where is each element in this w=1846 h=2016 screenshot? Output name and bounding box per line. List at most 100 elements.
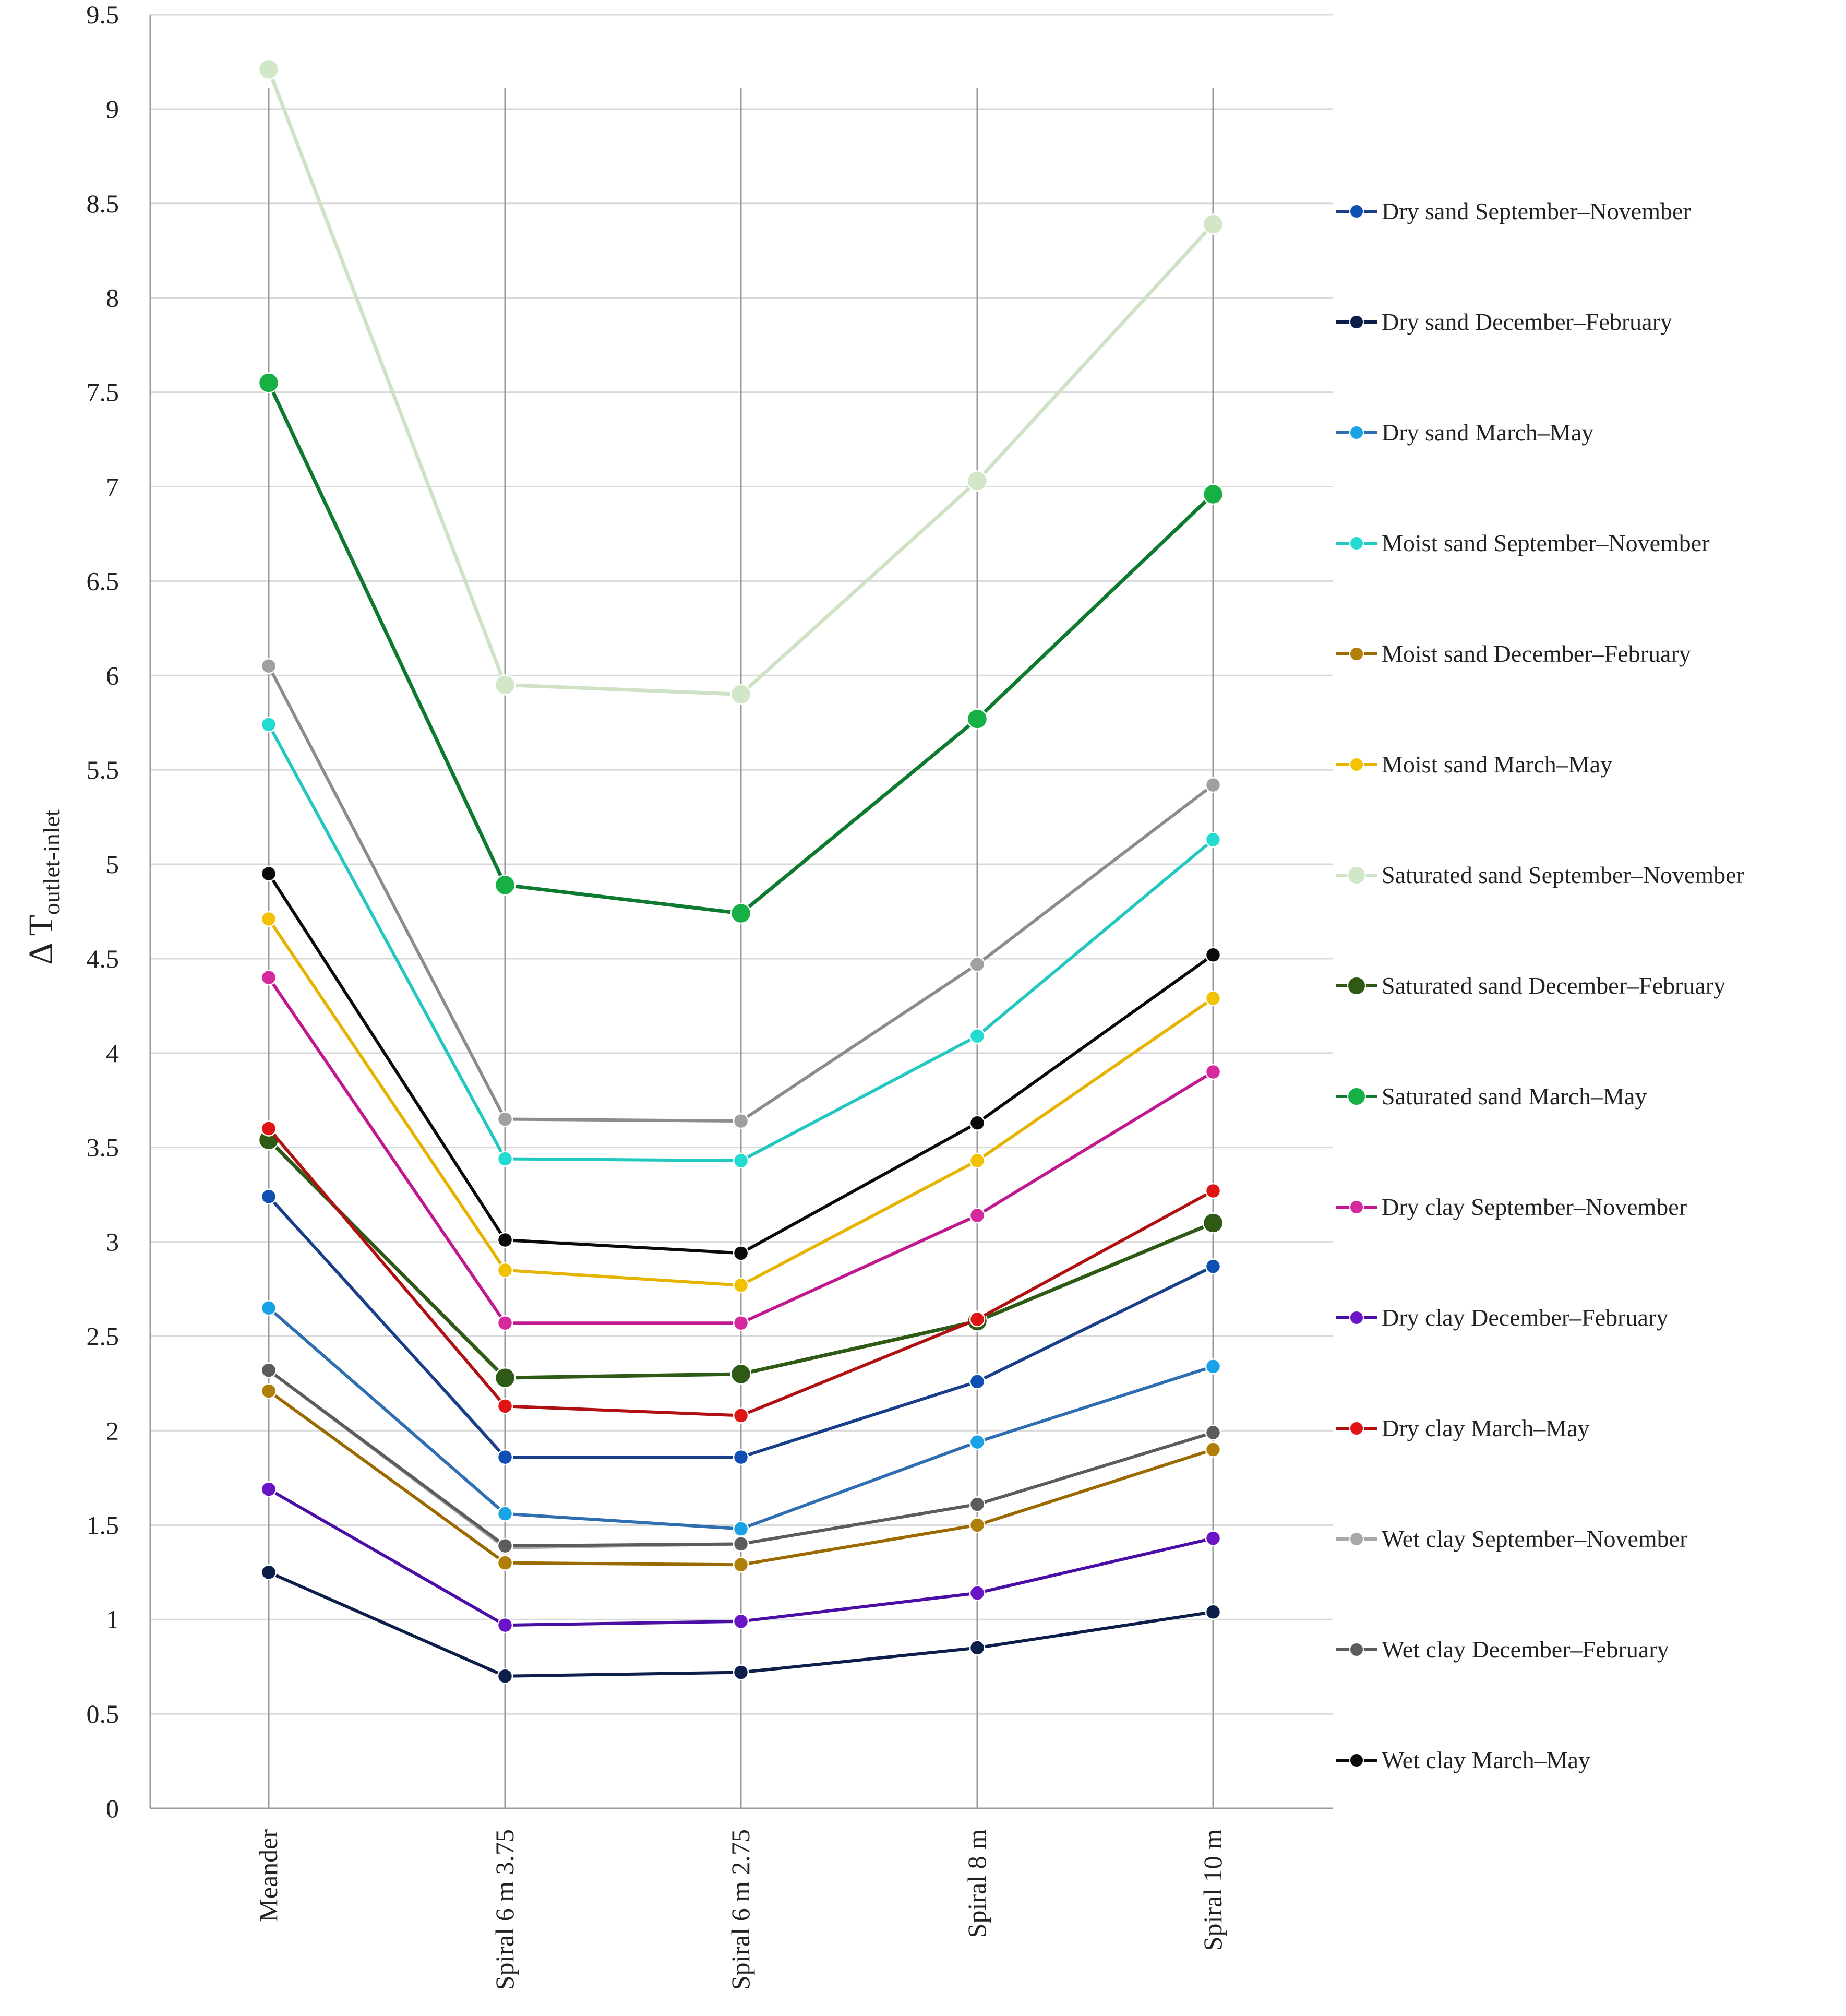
series-point xyxy=(1205,1604,1221,1620)
y-tick-label: 3.5 xyxy=(87,1133,119,1162)
legend-swatch-marker xyxy=(1349,647,1364,661)
series-point xyxy=(733,1557,749,1573)
y-tick-label: 2.5 xyxy=(87,1322,119,1351)
series-point xyxy=(730,1363,752,1385)
legend-entry: Dry sand December–February xyxy=(1336,308,1672,335)
series-point xyxy=(494,1367,516,1389)
series-point xyxy=(497,1398,513,1414)
legend-label: Dry sand December–February xyxy=(1382,308,1672,335)
series-point xyxy=(497,1668,513,1684)
legend-entry: Dry sand March–May xyxy=(1336,419,1593,446)
legend-entry: Dry sand September–November xyxy=(1336,198,1691,224)
series-point xyxy=(969,1496,986,1512)
series-point xyxy=(733,1245,749,1261)
legend-label: Moist sand September–November xyxy=(1382,530,1710,556)
series-point xyxy=(969,1311,986,1328)
legend-label: Saturated sand March–May xyxy=(1382,1083,1647,1110)
y-tick-label: 3 xyxy=(106,1227,119,1257)
series-point xyxy=(1205,1424,1221,1441)
series-point xyxy=(969,1517,986,1533)
series-point xyxy=(966,470,988,492)
legend-label: Wet clay December–February xyxy=(1382,1636,1669,1663)
series-point xyxy=(497,1449,513,1465)
legend-swatch-marker xyxy=(1349,1532,1364,1546)
series-point xyxy=(969,1028,986,1044)
legend-label: Dry sand March–May xyxy=(1382,419,1593,446)
legend-entry: Dry clay September–November xyxy=(1336,1194,1687,1220)
x-tick-label: Spiral 6 m 2.75 xyxy=(726,1829,755,1990)
legend-label: Saturated sand September–November xyxy=(1382,862,1744,888)
series-point xyxy=(1205,1441,1221,1458)
series-point xyxy=(733,1152,749,1169)
legend-swatch-marker xyxy=(1349,1200,1364,1214)
series-extra-0 xyxy=(260,658,1221,1129)
series-point xyxy=(730,902,752,924)
series-point xyxy=(1205,1258,1221,1274)
series-point xyxy=(260,1383,277,1399)
series-point xyxy=(1205,1530,1221,1546)
y-tick-label: 8.5 xyxy=(87,189,119,218)
legend-label: Dry clay September–November xyxy=(1382,1194,1687,1220)
legend-swatch-marker xyxy=(1347,866,1366,885)
series-main-6 xyxy=(258,58,1224,705)
legend-swatch-marker xyxy=(1349,204,1364,219)
series-point xyxy=(966,708,988,730)
legend-entry: Saturated sand September–November xyxy=(1336,862,1744,888)
legend-entry: Saturated sand December–February xyxy=(1336,972,1725,999)
axis-layer: 0 0.5 1 1.5 2 2.5 3 3.5 4 4.5 5 5.5 6 6.5 7 7.5 8 8.5 9 9.5… xyxy=(87,0,1333,1990)
legend-entry: Dry clay December–February xyxy=(1336,1304,1668,1331)
y-tick-label: 7.5 xyxy=(87,378,119,407)
legend-entry: Moist sand September–November xyxy=(1336,530,1710,556)
series-point xyxy=(497,1111,513,1127)
series-point xyxy=(260,1564,277,1581)
legend-swatch-marker xyxy=(1349,1310,1364,1325)
y-tick-label: 0.5 xyxy=(87,1699,119,1728)
legend: Dry sand September–November Dry sand Dece… xyxy=(1336,198,1744,1773)
series-point xyxy=(733,1613,749,1630)
y-tick-label: 7 xyxy=(106,472,119,501)
series-point xyxy=(260,1362,277,1378)
y-tick-label: 9 xyxy=(106,94,119,124)
series-point xyxy=(1205,831,1221,848)
y-tick-label: 9.5 xyxy=(87,0,119,29)
series-point xyxy=(260,658,277,674)
x-tick-label: Spiral 8 m xyxy=(962,1829,991,1938)
series-point xyxy=(1205,1358,1221,1375)
series-point xyxy=(969,1640,986,1656)
series-point xyxy=(260,1481,277,1497)
series-main-14 xyxy=(260,865,1221,1261)
series-point xyxy=(969,1434,986,1450)
legend-entry: Wet clay March–May xyxy=(1336,1747,1590,1773)
series-point xyxy=(1202,483,1224,505)
series-main-2 xyxy=(260,1300,1221,1537)
legend-label: Wet clay March–May xyxy=(1382,1747,1590,1773)
legend-label: Moist sand December–February xyxy=(1382,640,1691,667)
series-point xyxy=(497,1315,513,1331)
series-point xyxy=(733,1277,749,1294)
series-point xyxy=(733,1113,749,1129)
legend-entry: Wet clay September–November xyxy=(1336,1525,1687,1552)
y-tick-label: 1 xyxy=(106,1605,119,1634)
series-point xyxy=(969,1374,986,1390)
series-point xyxy=(497,1537,513,1554)
y-axis-label-main: Δ T xyxy=(22,915,60,965)
series-point xyxy=(260,1120,277,1137)
series-point xyxy=(730,684,752,705)
y-tick-label: 0 xyxy=(106,1794,119,1823)
series-point xyxy=(1205,1183,1221,1199)
series-point xyxy=(1202,1212,1224,1234)
y-tick-label: 4 xyxy=(106,1039,119,1068)
series-point xyxy=(733,1407,749,1424)
legend-swatch-marker xyxy=(1349,425,1364,440)
series-point xyxy=(260,1300,277,1316)
y-tick-label: 6.5 xyxy=(87,566,119,595)
y-tick-label: 6 xyxy=(106,661,119,690)
series-layer xyxy=(258,58,1224,1684)
legend-swatch-marker xyxy=(1349,1753,1364,1768)
legend-label: Dry clay March–May xyxy=(1382,1415,1590,1441)
series-point xyxy=(969,1152,986,1169)
series-point xyxy=(497,1262,513,1279)
series-main-3 xyxy=(260,717,1221,1169)
legend-label: Dry sand September–November xyxy=(1382,198,1691,224)
